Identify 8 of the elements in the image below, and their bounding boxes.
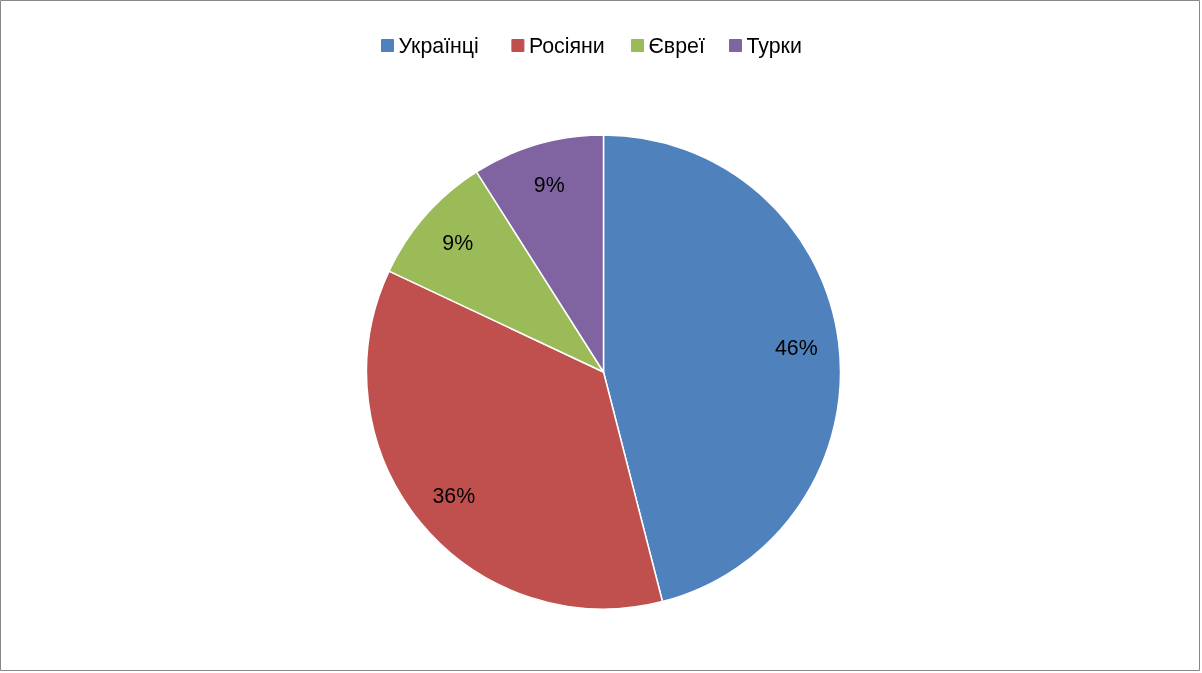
data-label: 9% <box>533 173 565 198</box>
data-label: 36% <box>432 483 476 508</box>
legend-label: Євреї <box>648 33 705 58</box>
legend-label: Українці <box>398 33 479 58</box>
legend-label: Турки <box>746 33 802 58</box>
data-label: 46% <box>774 335 818 360</box>
data-label: 9% <box>442 231 474 256</box>
legend-label: Росіяни <box>528 33 605 58</box>
